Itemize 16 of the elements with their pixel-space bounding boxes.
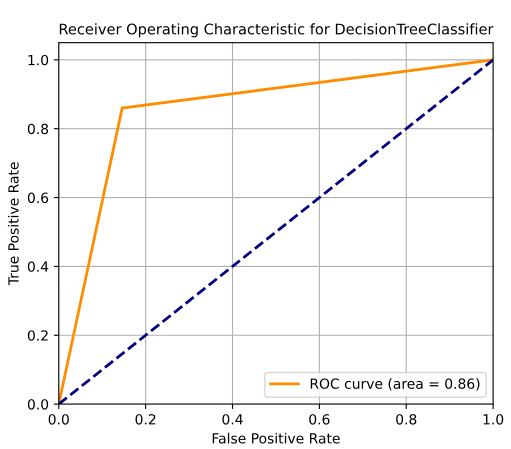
x-tick-label: 0.2 xyxy=(136,414,156,425)
y-tick-label: 1.0 xyxy=(28,54,48,66)
y-tick-label: 0.6 xyxy=(28,192,48,204)
y-tick-label: 0.4 xyxy=(28,261,48,272)
y-axis-title: True Positive Rate xyxy=(8,162,19,286)
x-tick-label: 0.8 xyxy=(396,414,416,425)
x-tick-label: 0.6 xyxy=(309,414,330,425)
x-tick-label: 0.0 xyxy=(48,414,69,425)
x-axis-title: False Positive Rate xyxy=(212,432,340,444)
y-tick-label: 0.2 xyxy=(28,330,48,341)
x-tick-label: 0.4 xyxy=(222,414,243,425)
legend-label: ROC curve (area = 0.86) xyxy=(310,378,480,391)
y-tick-label: 0.8 xyxy=(28,124,48,134)
y-tick-label: 0.0 xyxy=(28,399,48,410)
x-tick-label: 1.0 xyxy=(484,414,504,425)
chart-title: Receiver Operating Characteristic for DecisionTreeClassifier xyxy=(60,23,494,38)
